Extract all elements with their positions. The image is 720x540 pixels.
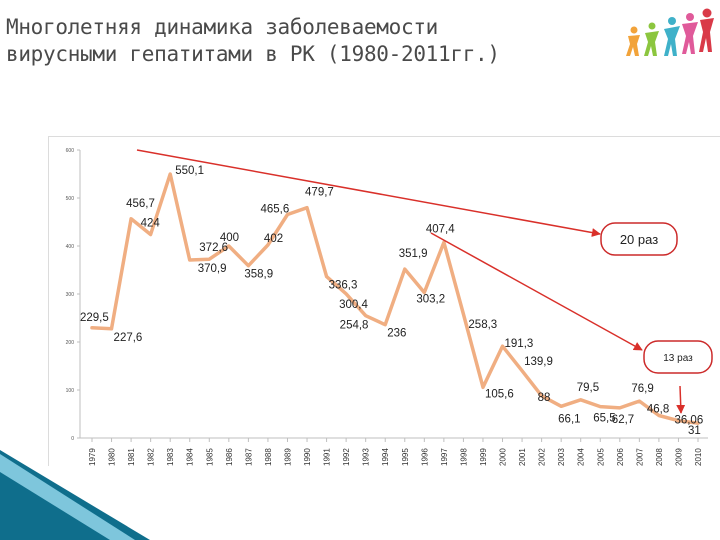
x-tick-label: 1982 <box>147 448 156 466</box>
x-tick-label: 1998 <box>459 448 468 466</box>
slide-title-line1: Многолетняя динамика заболеваемости <box>6 15 439 39</box>
x-tick-label: 1981 <box>127 448 136 466</box>
trend-arrows <box>136 149 686 414</box>
data-label: 191,3 <box>505 338 534 350</box>
y-tick-label: 0 <box>71 436 74 442</box>
data-label: 358,9 <box>244 269 273 281</box>
slide-title-line2: вирусными гепатитами в РК (1980-2011гг.) <box>6 42 500 66</box>
logo-figure-1 <box>626 26 640 56</box>
data-label: 88 <box>538 392 551 404</box>
x-tick-label: 1996 <box>420 448 429 466</box>
data-label: 465,6 <box>260 204 289 216</box>
x-tick-label: 1983 <box>166 448 175 466</box>
data-label: 456,7 <box>126 198 155 210</box>
x-tick-label: 2000 <box>499 448 508 466</box>
data-label: 370,9 <box>198 263 227 275</box>
data-label: 351,9 <box>399 248 428 260</box>
x-tick-label: 1999 <box>479 448 488 466</box>
chart-frame <box>48 136 720 466</box>
data-label: 424 <box>141 217 161 229</box>
callout-13-label: 13 раз <box>663 353 693 364</box>
x-tick-label: 1980 <box>108 448 117 466</box>
data-label: 46,8 <box>647 404 669 416</box>
logo-figure-2 <box>644 22 659 56</box>
y-tick-label: 400 <box>66 244 75 250</box>
x-tick-label: 1993 <box>362 448 371 466</box>
trend-arrow-overall <box>136 149 601 237</box>
x-tick-label: 1986 <box>225 448 234 466</box>
x-tick-label: 1988 <box>264 448 273 466</box>
data-label: 402 <box>264 233 283 245</box>
data-label: 407,4 <box>426 223 455 235</box>
data-label: 479,7 <box>305 187 334 199</box>
data-label: 550,1 <box>175 165 204 177</box>
data-label: 36,06 <box>674 415 703 427</box>
logo-figure-5 <box>699 8 714 52</box>
x-tick-label: 2008 <box>655 448 664 466</box>
people-logo-icon <box>626 8 714 56</box>
x-tick-label: 1995 <box>401 448 410 466</box>
data-label: 303,2 <box>416 293 445 305</box>
data-label: 66,1 <box>558 413 580 425</box>
callout-20-label: 20 раз <box>620 232 658 247</box>
x-tick-label: 1992 <box>342 448 351 466</box>
data-label: 229,5 <box>80 312 109 324</box>
x-tick-label: 1994 <box>381 448 390 466</box>
x-tick-labels: 1979 1980 1981 1982 1983 1984 1985 1986 1987 1988… <box>88 438 703 466</box>
logo-figure-4 <box>682 13 698 54</box>
x-tick-label: 2002 <box>538 448 547 466</box>
x-tick-label: 1991 <box>323 448 332 466</box>
data-label: 400 <box>220 232 239 244</box>
callout-13: 13 раз <box>643 340 713 374</box>
x-tick-label: 2005 <box>596 448 605 466</box>
y-tick-label: 500 <box>66 196 75 202</box>
data-label: 372,6 <box>199 242 228 254</box>
data-label: 79,5 <box>577 382 599 394</box>
x-tick-label: 1997 <box>440 448 449 466</box>
y-tick-label: 600 <box>66 148 75 154</box>
data-label: 31 <box>688 425 701 437</box>
callout-20-box <box>600 222 678 256</box>
trend-arrow-from-1997 <box>430 232 643 351</box>
slide-title: Многолетняя динамика заболеваемости виру… <box>6 14 576 68</box>
data-label: 139,9 <box>524 356 553 368</box>
data-label: 62,7 <box>612 414 634 426</box>
data-label: 227,6 <box>114 332 143 344</box>
x-tick-label: 1987 <box>244 448 253 466</box>
callout-13-box <box>643 340 713 374</box>
x-tick-label: 2004 <box>577 448 586 466</box>
data-label: 254,8 <box>340 320 369 332</box>
data-label: 300,4 <box>339 299 368 311</box>
data-label: 336,3 <box>329 280 358 292</box>
data-label: 236 <box>387 328 406 340</box>
x-tick-label: 2001 <box>518 448 527 466</box>
x-tick-label: 2010 <box>694 448 703 466</box>
x-tick-label: 1989 <box>283 448 292 466</box>
x-tick-label: 2003 <box>557 448 566 466</box>
data-label: 76,9 <box>631 383 653 395</box>
y-tick-labels: 0 100 200 300 400 500 600 <box>66 148 80 442</box>
y-tick-label: 300 <box>66 292 75 298</box>
x-tick-label: 2007 <box>635 448 644 466</box>
x-tick-label: 2009 <box>674 448 683 466</box>
logo-figure-3 <box>664 17 680 56</box>
x-tick-label: 1990 <box>303 448 312 466</box>
x-tick-label: 1979 <box>88 448 97 466</box>
incidence-series-line <box>90 172 700 425</box>
callout-20: 20 раз <box>600 222 678 256</box>
y-tick-label: 200 <box>66 340 75 346</box>
x-tick-label: 1985 <box>205 448 214 466</box>
x-tick-label: 2006 <box>616 448 625 466</box>
data-label: 105,6 <box>485 388 514 400</box>
x-tick-label: 1984 <box>186 448 195 466</box>
y-tick-label: 100 <box>66 388 75 394</box>
trend-arrow-down-2010 <box>676 385 686 414</box>
data-label: 65,5 <box>593 413 615 425</box>
data-label: 258,3 <box>468 319 497 331</box>
